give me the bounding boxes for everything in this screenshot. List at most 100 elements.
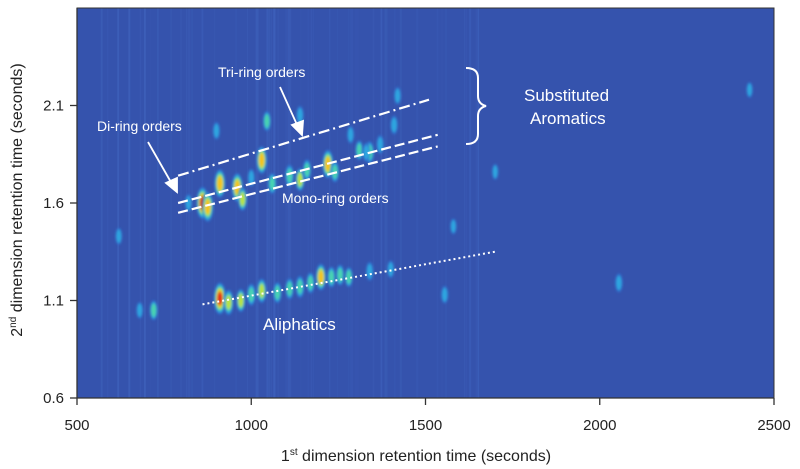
background-streak <box>267 8 268 398</box>
plot-background <box>77 8 774 398</box>
peak <box>115 227 123 245</box>
background-streak <box>475 8 477 398</box>
background-streak <box>394 8 396 398</box>
peak <box>336 264 345 286</box>
background-streak <box>257 8 259 398</box>
annotation-substituted: Substituted <box>524 86 609 105</box>
peak <box>295 168 305 192</box>
annotations: Tri-ring orders Di-ring orders Mono-ring… <box>97 64 609 334</box>
background-streak <box>287 8 288 398</box>
peak <box>247 283 256 306</box>
background-streak <box>348 8 349 398</box>
background-streak <box>416 8 418 398</box>
background-streak <box>247 8 248 398</box>
peak <box>214 169 226 198</box>
background-streak <box>107 8 109 398</box>
annotation-aromatics: Aromatics <box>530 109 606 128</box>
peak <box>285 164 294 187</box>
peak <box>213 282 226 315</box>
background-streak <box>380 8 382 398</box>
background-streak <box>445 8 447 398</box>
background-streak <box>255 8 257 398</box>
background-streak <box>477 8 479 398</box>
background-streak <box>128 8 130 398</box>
peak <box>296 105 304 125</box>
peak <box>263 111 271 131</box>
background-streak <box>477 8 480 398</box>
peak <box>257 278 267 303</box>
background-streak <box>266 8 268 398</box>
x-tick-label: 2000 <box>583 417 616 434</box>
background-streak <box>372 8 375 398</box>
peak <box>394 87 401 105</box>
background-streak <box>384 8 386 398</box>
peak <box>236 288 246 313</box>
background-streak <box>385 8 388 398</box>
background-streak <box>191 8 193 398</box>
peak <box>295 275 305 298</box>
background-streak <box>416 8 419 398</box>
background-streak <box>337 8 338 398</box>
background-streak <box>273 8 276 398</box>
arrow-tri-ring <box>279 86 304 138</box>
background-streak <box>349 8 351 398</box>
trend-lines <box>177 98 496 306</box>
peak <box>492 164 499 180</box>
background-streak <box>270 8 272 398</box>
background-streak <box>170 8 172 398</box>
background-streak <box>139 8 142 398</box>
peak <box>327 266 336 288</box>
peak <box>345 267 353 287</box>
background-streak <box>288 8 290 398</box>
y-tick-label: 1.6 <box>43 195 64 212</box>
peak <box>273 282 282 304</box>
background-streak <box>272 8 275 398</box>
peak <box>441 285 449 304</box>
arrow-di-ring <box>147 141 178 194</box>
background-streak <box>399 8 402 398</box>
peak <box>347 126 354 144</box>
background-streak <box>285 8 286 398</box>
peak <box>268 173 277 194</box>
trend-line-di-ring <box>177 133 438 205</box>
x-tick-label: 500 <box>64 417 89 434</box>
peak <box>387 260 395 279</box>
background-streak <box>256 8 258 398</box>
peak <box>213 122 220 140</box>
peak <box>746 82 753 98</box>
background-streak <box>357 8 359 398</box>
background-streak <box>144 8 146 398</box>
background-streak <box>157 8 159 398</box>
background-streak <box>268 8 271 398</box>
background-streak <box>101 8 103 398</box>
background-streak <box>128 8 131 398</box>
background-streak <box>266 8 268 398</box>
bracket-substituted-aromatics <box>465 67 487 145</box>
background-streak <box>436 8 439 398</box>
background-streak <box>117 8 119 398</box>
background-streak <box>381 8 383 398</box>
peak <box>285 278 294 300</box>
y-tick-label: 0.6 <box>43 390 64 407</box>
y-axis-title: 2nd dimension retention time (seconds) <box>8 63 26 336</box>
peak <box>366 261 374 281</box>
y-axis-ticks: 0.6 1.1 1.6 2.1 <box>43 98 77 407</box>
peak <box>376 135 384 154</box>
peak <box>238 187 247 211</box>
background-streak <box>441 8 443 398</box>
background-streak <box>469 8 472 398</box>
peak <box>247 168 255 187</box>
background-streak <box>355 8 357 398</box>
peak <box>149 300 158 321</box>
background-streak <box>144 8 146 398</box>
background-streak <box>351 8 353 398</box>
background-streak <box>464 8 466 398</box>
peak <box>185 194 192 212</box>
background-streak <box>465 8 468 398</box>
peak <box>306 272 315 294</box>
peak <box>450 218 457 235</box>
trend-line-mono-ring <box>177 145 438 214</box>
background-streak <box>289 8 292 398</box>
peak <box>256 146 267 174</box>
